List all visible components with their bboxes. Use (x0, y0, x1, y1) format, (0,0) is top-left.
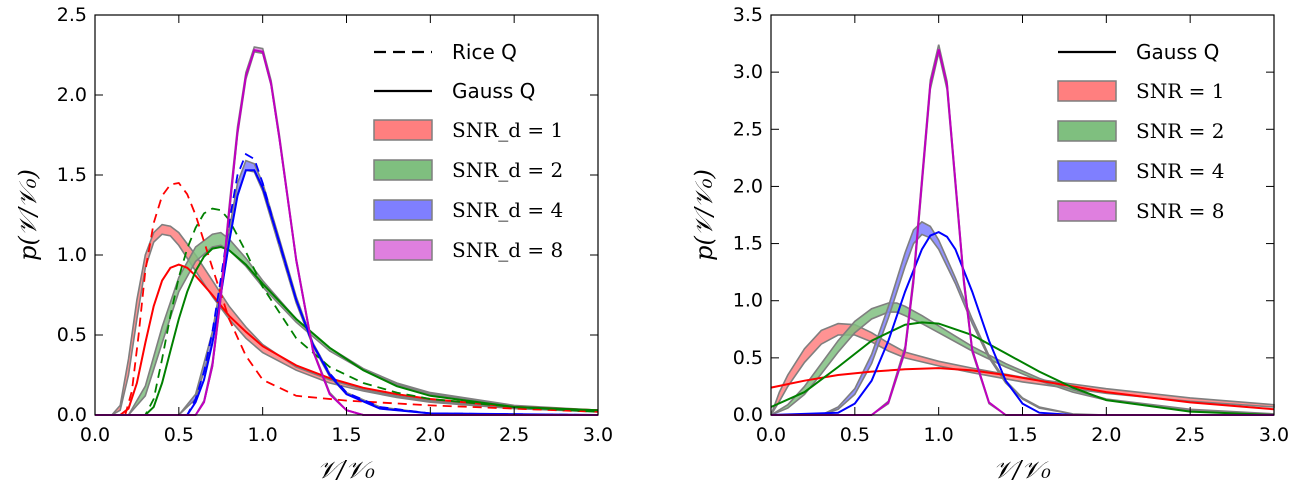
legend-gauss-label: Gauss Q (452, 79, 535, 103)
legend-snr8-label: SNR = 8 (1136, 199, 1224, 223)
left-x-tick-label: 2.5 (499, 424, 529, 446)
left-x-axis-label: 𝒱/𝒱₀ (317, 456, 375, 484)
legend-snr1-swatch (1057, 80, 1117, 102)
right-legend: Gauss Q SNR = 1 SNR = 2 SNR = 4 SNR = 8 (1057, 40, 1224, 223)
right-x-tick-label: 3.0 (1259, 424, 1289, 446)
left-y-tick-label: 0.0 (57, 404, 87, 426)
left-rice-line-snr-d-2 (95, 207, 599, 416)
right-x-tick-label: 0.5 (840, 424, 870, 446)
right-y-tick-label: 1.0 (733, 290, 763, 312)
legend-snr4-label: SNR = 4 (1136, 159, 1224, 183)
right-plot-area (770, 44, 1275, 416)
legend-snr8-swatch (1057, 200, 1117, 222)
right-gauss-line-snr-1 (770, 367, 1275, 411)
left-y-axis-label: p(𝒱/𝒱₀) (14, 169, 42, 261)
right-x-tick-label: 1.5 (1007, 424, 1037, 446)
right-x-tick-label: 2.5 (1175, 424, 1205, 446)
legend-snrd8-label: SNR_d = 8 (452, 238, 563, 262)
left-x-tick-label: 1.0 (248, 424, 278, 446)
right-x-axis-label: 𝒱/𝒱₀ (993, 456, 1051, 484)
legend-snrd2-label: SNR_d = 2 (452, 158, 563, 182)
right-y-axis-label: p(𝒱/𝒱₀) (690, 169, 718, 261)
legend-snr2-label: SNR = 2 (1136, 119, 1224, 143)
left-x-tick-label: 0.5 (164, 424, 194, 446)
left-rice-line-snr-d-4 (95, 152, 599, 416)
left-y-tick-label: 0.5 (57, 324, 87, 346)
left-gauss-line-snr-d-4 (95, 169, 599, 416)
left-y-tick-label: 2.5 (57, 4, 87, 26)
right-panel: 0.0 0.5 1.0 1.5 2.0 2.5 3.0 0.0 0.5 1.0 1.5 2.0 2.5 3… (690, 4, 1289, 484)
left-ticks: 0.0 0.5 1.0 1.5 2.0 2.5 3.0 0.0 0.5 1.0 1.5 2.0 2.5 (57, 4, 613, 446)
right-gauss-line-snr-8 (771, 49, 1274, 416)
left-gauss-line-snr-d-2 (95, 245, 599, 416)
right-x-tick-label: 2.0 (1091, 424, 1121, 446)
left-y-tick-label: 1.5 (57, 164, 87, 186)
legend-snrd8-swatch (373, 239, 433, 261)
legend-snr1-label: SNR = 1 (1136, 79, 1224, 103)
left-gauss-line-snr-d-1 (95, 263, 599, 416)
right-gauss-line-snr-2 (770, 321, 1275, 416)
legend-snrd1-label: SNR_d = 1 (452, 118, 563, 142)
left-plot-area (95, 46, 599, 416)
left-x-tick-label: 3.0 (583, 424, 613, 446)
legend-snrd4-swatch (373, 199, 433, 221)
legend-gauss-label-right: Gauss Q (1136, 40, 1219, 64)
right-gauss-line-snr-4 (770, 230, 1073, 416)
left-x-tick-label: 0.0 (80, 424, 110, 446)
legend-snrd1-swatch (373, 119, 433, 141)
right-y-tick-label: 3.0 (733, 61, 763, 83)
left-y-tick-label: 2.0 (57, 84, 87, 106)
right-y-tick-label: 2.5 (733, 118, 763, 140)
right-y-tick-label: 1.5 (733, 233, 763, 255)
legend-rice-label: Rice Q (452, 40, 517, 64)
right-x-tick-label: 0.0 (756, 424, 786, 446)
left-panel: 0.0 0.5 1.0 1.5 2.0 2.5 3.00.00.51.01.52.02.5 … (14, 4, 613, 484)
right-y-tick-label: 0.0 (733, 404, 763, 426)
legend-snrd2-swatch (373, 159, 433, 181)
left-y-tick-label: 1.0 (57, 244, 87, 266)
right-ticks: 0.0 0.5 1.0 1.5 2.0 2.5 3.0 0.0 0.5 1.0 1.5 2.0 2.5 3… (733, 4, 1289, 446)
legend-snr2-swatch (1057, 120, 1117, 142)
left-x-tick-label: 2.0 (415, 424, 445, 446)
left-x-tick-label: 1.5 (331, 424, 361, 446)
right-x-tick-label: 1.0 (924, 424, 954, 446)
right-y-tick-label: 3.5 (733, 4, 763, 26)
left-legend: Rice Q Gauss Q SNR_d = 1 SNR_d = 2 SNR_d… (373, 40, 563, 262)
right-y-tick-label: 2.0 (733, 175, 763, 197)
legend-snr4-swatch (1057, 160, 1117, 182)
legend-snrd4-label: SNR_d = 4 (452, 198, 563, 222)
left-rice-line-snr-d-1 (95, 182, 599, 416)
left-gauss-line-snr-d-8 (95, 49, 598, 416)
right-y-tick-label: 0.5 (733, 347, 763, 369)
